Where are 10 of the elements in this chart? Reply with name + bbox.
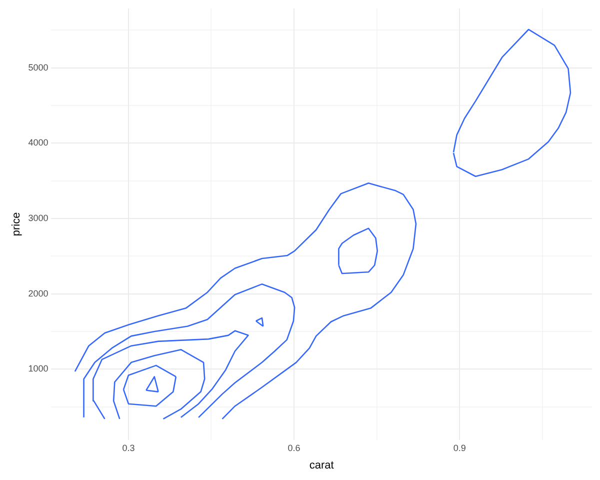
x-tick-label: 0.9 xyxy=(453,442,466,453)
y-tick-label: 5000 xyxy=(28,62,48,72)
y-tick-label: 2000 xyxy=(28,288,48,298)
y-tick-label: 1000 xyxy=(28,364,48,374)
y-tick-label: 4000 xyxy=(28,138,48,148)
y-axis-title: price xyxy=(10,212,23,236)
y-tick-label: 3000 xyxy=(28,213,48,224)
x-axis-title: carat xyxy=(309,459,334,472)
x-tick-label: 0.3 xyxy=(122,442,135,453)
x-tick-label: 0.6 xyxy=(288,442,300,453)
